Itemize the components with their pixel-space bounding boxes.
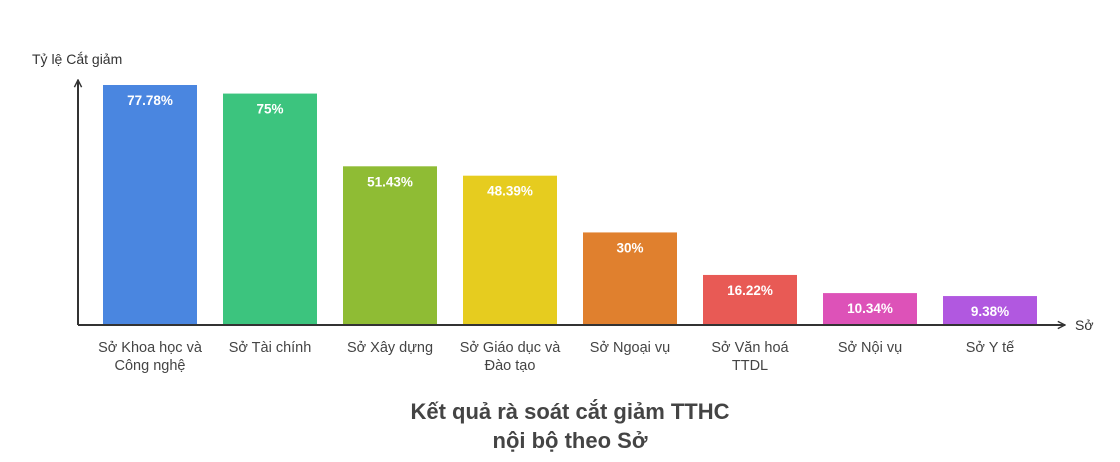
category-label: Đào tạo bbox=[485, 358, 536, 374]
data-label: 75% bbox=[256, 102, 283, 117]
bar bbox=[343, 166, 437, 325]
category-label: TTDL bbox=[732, 358, 768, 374]
category-label: Sở Ngoại vụ bbox=[590, 340, 670, 356]
x-axis-label: Sở bbox=[1075, 317, 1094, 333]
category-label: Công nghệ bbox=[115, 358, 186, 374]
category-label: Sở Văn hoá bbox=[711, 340, 789, 356]
category-label: Sở Xây dựng bbox=[347, 340, 433, 356]
category-label: Sở Tài chính bbox=[229, 340, 312, 356]
bar bbox=[223, 93, 317, 326]
category-label: Sở Khoa học và bbox=[98, 340, 203, 356]
data-label: 16.22% bbox=[727, 283, 773, 298]
bar bbox=[583, 232, 677, 325]
chart-title: Kết quả rà soát cắt giảm TTHC nội bộ the… bbox=[410, 399, 729, 453]
axes-group: Tỷ lệ Cắt giảm Sở bbox=[32, 51, 1094, 333]
bar bbox=[463, 175, 557, 325]
data-label: 30% bbox=[616, 240, 643, 255]
chart-title-line-2: nội bộ theo Sở bbox=[493, 428, 648, 453]
y-axis-label: Tỷ lệ Cắt giảm bbox=[32, 51, 122, 67]
category-label: Sở Nội vụ bbox=[838, 340, 902, 356]
category-labels: Sở Khoa học và Công nghệ Sở Tài chính Sở Xâ… bbox=[98, 340, 1014, 374]
category-label: Sở Giáo dục và bbox=[460, 340, 562, 356]
bar bbox=[103, 85, 197, 325]
category-label: Sở Y tế bbox=[966, 340, 1014, 356]
data-label: 9.38% bbox=[971, 304, 1009, 319]
data-label: 51.43% bbox=[367, 174, 413, 189]
bar bbox=[943, 296, 1037, 325]
data-label: 10.34% bbox=[847, 301, 893, 316]
data-label: 77.78% bbox=[127, 93, 173, 108]
data-label: 48.39% bbox=[487, 184, 533, 199]
bars-group: 77.78% 75% 51.43% 48.39% 30% 16.22% 10.34% 9.38… bbox=[103, 85, 1037, 326]
bar bbox=[703, 274, 797, 325]
chart-title-line-1: Kết quả rà soát cắt giảm TTHC bbox=[410, 399, 729, 424]
bar bbox=[823, 293, 917, 325]
